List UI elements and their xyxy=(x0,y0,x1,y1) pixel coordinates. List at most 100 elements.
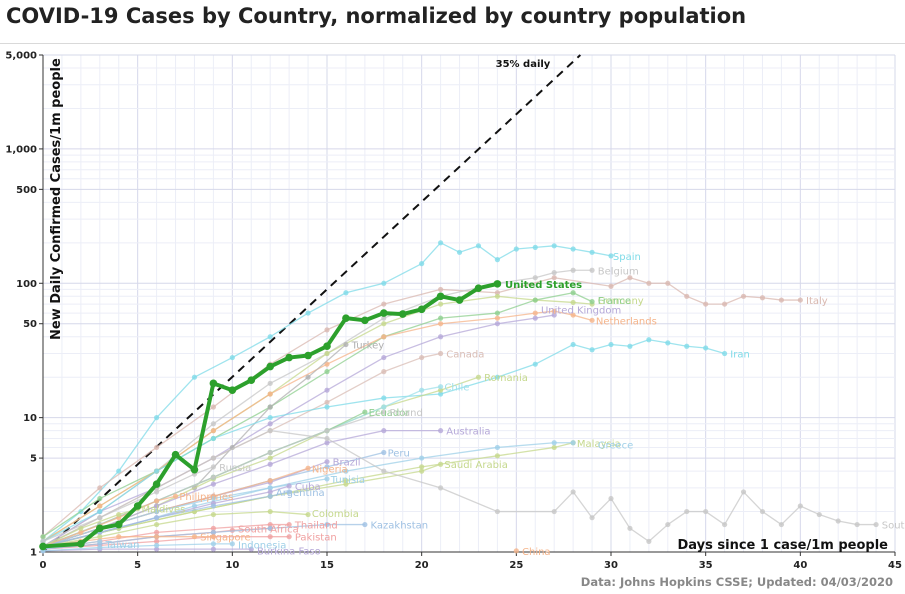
data-point xyxy=(494,321,500,327)
series-labels: United States Spain Belgium Italy GermanyFra… xyxy=(104,252,905,558)
data-point xyxy=(665,280,671,286)
data-point xyxy=(494,444,500,451)
data-point xyxy=(570,341,576,348)
data-point xyxy=(210,481,216,487)
series-label: Philippines xyxy=(179,492,233,503)
data-point xyxy=(267,449,273,456)
data-point xyxy=(267,489,273,495)
series-label: Thailand xyxy=(294,521,338,532)
data-point xyxy=(324,387,330,393)
series-label: Maldives xyxy=(141,505,185,516)
data-point xyxy=(324,464,330,470)
data-point xyxy=(97,544,103,551)
data-point xyxy=(343,341,349,348)
data-point xyxy=(494,257,500,263)
data-point xyxy=(551,308,557,314)
data-point xyxy=(873,521,879,528)
data-point xyxy=(210,421,216,427)
data-point xyxy=(152,480,161,488)
series-china xyxy=(513,548,519,554)
series-label: Kazakhstan xyxy=(371,521,429,532)
data-point xyxy=(304,351,312,360)
data-point xyxy=(324,428,330,434)
data-point xyxy=(778,521,785,528)
data-point xyxy=(116,468,122,474)
series-label: Romania xyxy=(484,373,528,384)
series-line xyxy=(42,508,138,548)
data-point xyxy=(343,468,349,474)
data-point xyxy=(267,477,273,484)
series-south-korea xyxy=(40,428,879,544)
y-tick-label: 500 xyxy=(16,185,37,196)
title-divider xyxy=(0,43,905,44)
data-point xyxy=(77,540,85,548)
series-label: Chile xyxy=(444,383,469,394)
series-label: Russia xyxy=(219,463,251,474)
series-label: Malaysia xyxy=(577,439,621,450)
series-label: United Kingdom xyxy=(541,305,621,316)
data-point xyxy=(133,502,142,510)
data-point xyxy=(703,508,709,515)
series-label: Taiwan xyxy=(104,540,139,551)
data-point xyxy=(286,534,292,540)
data-point xyxy=(494,453,500,459)
series-label: Peru xyxy=(388,449,410,460)
y-tick-label: 1,000 xyxy=(5,144,37,155)
data-point xyxy=(210,455,216,461)
data-point xyxy=(324,399,330,405)
series-label: Germany xyxy=(598,296,644,307)
data-point xyxy=(570,267,576,273)
series-label: China xyxy=(522,547,551,558)
x-tick-label: 15 xyxy=(320,560,334,571)
series-line xyxy=(42,536,214,548)
data-point xyxy=(646,337,652,343)
data-point xyxy=(210,503,216,509)
reference-line-group: 35% daily xyxy=(42,54,582,553)
series-line xyxy=(42,478,328,548)
y-tick-label: 5 xyxy=(30,454,37,465)
data-point xyxy=(267,455,273,461)
data-point xyxy=(97,508,103,515)
data-point xyxy=(646,538,652,544)
series-line xyxy=(42,310,593,542)
series-label: France xyxy=(598,296,631,307)
data-point xyxy=(551,243,557,249)
data-point xyxy=(171,450,180,459)
series-label: Ecuador xyxy=(369,408,411,419)
data-point xyxy=(381,301,387,307)
data-point xyxy=(324,459,330,465)
data-point xyxy=(494,293,500,299)
x-tick-label: 40 xyxy=(793,560,807,571)
data-point xyxy=(154,538,160,544)
data-point xyxy=(381,428,387,434)
data-point xyxy=(154,542,160,548)
data-point xyxy=(532,244,538,250)
data-point xyxy=(419,464,425,470)
series-group xyxy=(39,240,879,554)
data-point xyxy=(381,369,387,375)
data-point xyxy=(362,409,368,415)
data-point xyxy=(797,503,803,509)
data-point xyxy=(191,374,198,380)
data-point xyxy=(210,464,216,470)
data-point xyxy=(381,334,387,340)
data-point xyxy=(419,455,425,461)
data-point xyxy=(551,508,557,515)
data-point xyxy=(551,312,557,318)
data-point xyxy=(381,449,387,456)
data-point xyxy=(380,309,388,317)
data-point xyxy=(324,521,330,528)
data-point xyxy=(722,521,728,528)
data-point xyxy=(324,327,330,333)
data-point xyxy=(381,404,387,410)
series-label: Turkey xyxy=(351,341,385,352)
data-point xyxy=(114,520,123,529)
data-point xyxy=(759,295,766,301)
data-point xyxy=(210,529,216,535)
data-point xyxy=(551,275,557,281)
data-point xyxy=(438,240,444,246)
series-label: Italy xyxy=(806,296,828,307)
x-tick-label: 30 xyxy=(604,560,618,571)
data-point xyxy=(703,345,709,351)
data-point xyxy=(398,310,407,318)
